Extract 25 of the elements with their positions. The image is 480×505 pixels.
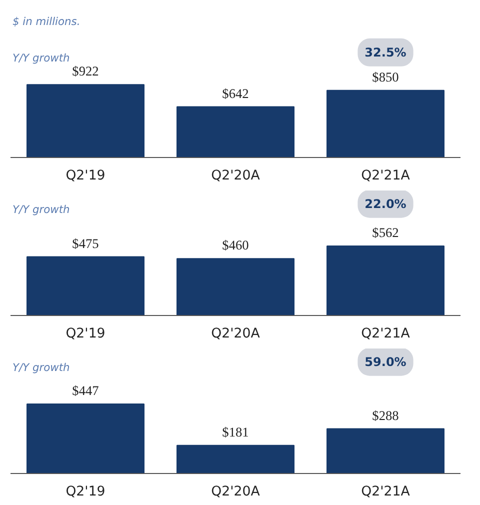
x-tick-label: Q2'20A xyxy=(211,484,260,500)
text: Y/Y growth xyxy=(12,360,70,374)
text: Y/Y growth xyxy=(12,52,70,65)
x-tick-label: Q2'19 xyxy=(66,484,106,500)
x-tick-label: Q2'21A xyxy=(361,326,410,342)
text: 59.0% xyxy=(364,354,406,369)
text: 22.0% xyxy=(364,196,406,211)
x-tick-label: Q2'19 xyxy=(66,168,106,184)
data-label: $475 xyxy=(72,236,100,251)
data-label: $460 xyxy=(222,238,250,253)
data-label: $447 xyxy=(72,383,100,398)
x-tick-label: Q2'21A xyxy=(361,484,410,500)
data-label: $181 xyxy=(222,424,249,440)
x-tick-label: Q2'20A xyxy=(211,168,260,184)
x-tick-label: Q2'19 xyxy=(66,326,106,342)
x-tick-label: Q2'21A xyxy=(361,168,410,184)
data-label: $922 xyxy=(72,64,99,79)
data-label: $642 xyxy=(222,86,249,101)
text: $ in millions. xyxy=(12,15,80,28)
text: Y/Y growth xyxy=(12,202,70,216)
data-label: $562 xyxy=(372,225,399,240)
x-tick-label: Q2'20A xyxy=(211,326,260,342)
data-label: $288 xyxy=(372,408,400,423)
data-label: $850 xyxy=(372,69,400,84)
text: 32.5% xyxy=(364,45,406,60)
